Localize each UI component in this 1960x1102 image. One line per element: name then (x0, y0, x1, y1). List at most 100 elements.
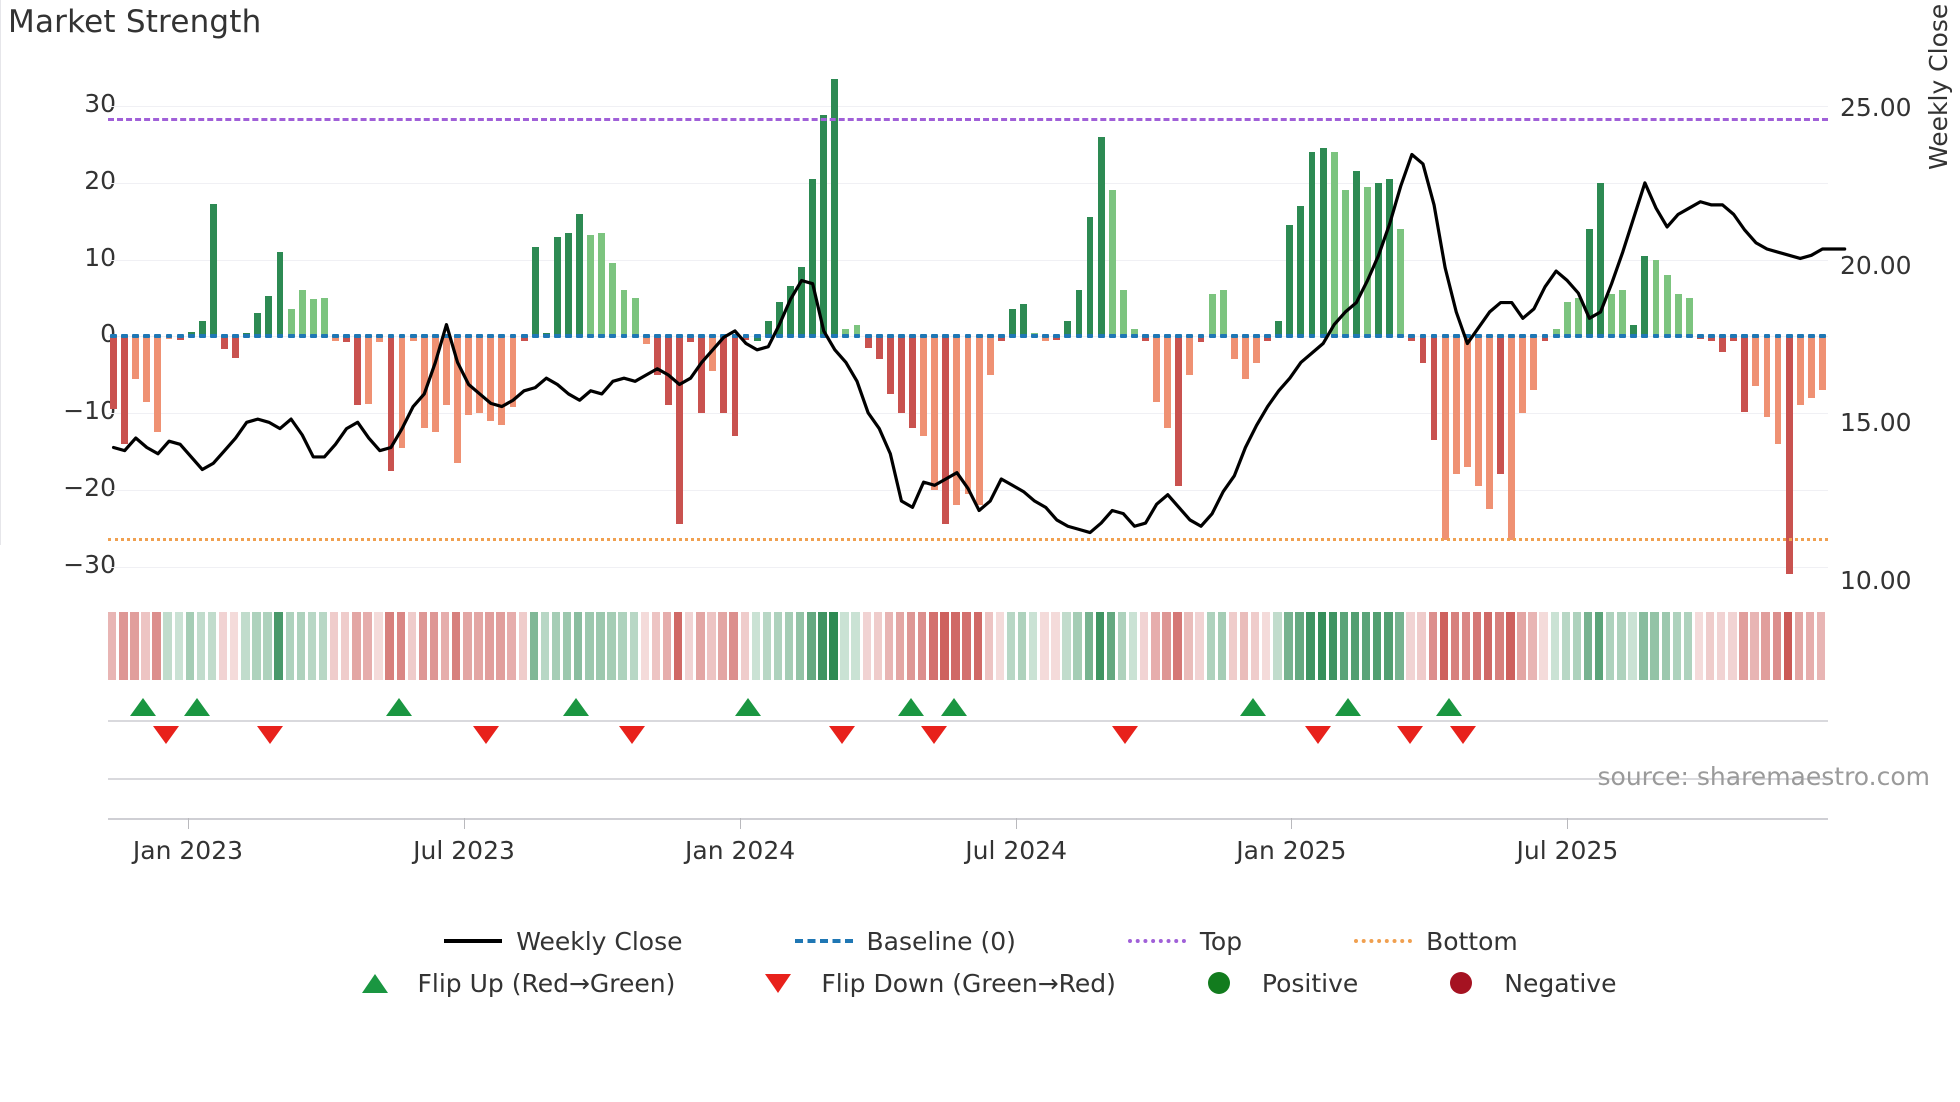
heatmap-cell (1173, 612, 1182, 680)
heatmap-cell (1583, 612, 1593, 680)
heatmap-cell (607, 612, 616, 680)
heatmap-cell (1029, 612, 1038, 680)
flip-up-marker[interactable] (130, 698, 157, 716)
flip-down-marker[interactable] (618, 726, 645, 744)
heatmap-cell (1672, 612, 1682, 680)
market-strength-bar (1796, 336, 1804, 406)
baseline-segment (332, 334, 339, 339)
heatmap-cell (1461, 612, 1471, 680)
legend-item[interactable]: Top (1126, 927, 1242, 956)
heatmap-cell (1783, 612, 1793, 680)
flip-up-marker[interactable] (941, 698, 968, 716)
legend-item[interactable]: Flip Down (Green→Red) (747, 969, 1116, 998)
market-strength-bar (1020, 304, 1027, 337)
market-strength-bar (209, 204, 217, 337)
market-strength-bar (753, 336, 761, 341)
market-strength-bar (431, 336, 439, 432)
baseline-segment (842, 334, 850, 339)
flip-down-marker[interactable] (1450, 726, 1477, 744)
flip-down-marker[interactable] (473, 726, 500, 744)
baseline-segment (132, 334, 140, 339)
baseline-segment (798, 334, 805, 339)
heatmap-cell (807, 612, 816, 680)
baseline-segment (1230, 334, 1238, 339)
baseline-segment (875, 334, 883, 339)
baseline-segment (1408, 334, 1416, 339)
baseline-segment (1375, 334, 1383, 339)
flip-up-marker[interactable] (1335, 698, 1362, 716)
left-axis-spine (0, 0, 1, 545)
baseline-segment (1708, 334, 1715, 339)
baseline-segment (1663, 334, 1671, 339)
market-strength-bar (897, 336, 905, 414)
flip-down-marker[interactable] (1305, 726, 1332, 744)
legend-item[interactable]: Negative (1430, 969, 1616, 998)
baseline-segment (520, 334, 528, 339)
heatmap-cell (1739, 612, 1748, 680)
market-strength-bar (1308, 152, 1316, 337)
heatmap-cell (185, 612, 195, 680)
flip-up-marker[interactable] (385, 698, 412, 716)
baseline-segment (398, 334, 406, 339)
heatmap-cell (1750, 612, 1759, 680)
baseline-segment (1275, 334, 1283, 339)
flip-up-marker[interactable] (562, 698, 589, 716)
baseline-segment (997, 334, 1005, 339)
right-tick-label: 20.00 (1840, 250, 1912, 280)
heatmap-cell (407, 612, 417, 680)
flip-up-marker[interactable] (734, 698, 761, 716)
market-strength-bar (409, 336, 417, 341)
heatmap-cell (1250, 612, 1260, 680)
left-tick-label: 10 (84, 242, 116, 272)
market-strength-bar (1730, 336, 1738, 341)
heatmap-cell (1317, 612, 1326, 680)
flip-up-marker[interactable] (1239, 698, 1266, 716)
market-strength-bar (687, 336, 695, 343)
heatmap-cell (1484, 612, 1493, 680)
legend-item[interactable]: Baseline (0) (793, 927, 1016, 956)
heatmap-cell (1228, 612, 1238, 680)
heatmap-cell (474, 612, 483, 680)
legend-item[interactable]: Flip Up (Red→Green) (344, 969, 675, 998)
flip-up-marker[interactable] (1435, 698, 1462, 716)
heatmap-cell (1594, 612, 1604, 680)
baseline-segment (1452, 334, 1460, 339)
market-strength-bar (254, 313, 262, 337)
legend-item[interactable]: Positive (1188, 969, 1358, 998)
baseline-segment (376, 334, 384, 339)
divider-rule-upper (108, 778, 1828, 780)
flip-up-marker[interactable] (898, 698, 925, 716)
heatmap-cell (1328, 612, 1338, 680)
market-strength-bar (132, 336, 140, 379)
flip-down-marker[interactable] (920, 726, 947, 744)
legend-item[interactable]: Bottom (1352, 927, 1518, 956)
flip-down-marker[interactable] (1111, 726, 1138, 744)
market-strength-bar (1386, 178, 1394, 337)
x-tick-label: Jan 2024 (685, 836, 796, 865)
market-strength-bar (1652, 259, 1660, 337)
heatmap-cell (1073, 612, 1082, 680)
baseline-segment (1807, 334, 1815, 339)
market-strength-bar (1053, 336, 1061, 341)
flip-down-marker[interactable] (153, 726, 180, 744)
baseline-segment (1541, 334, 1549, 339)
flip-down-marker[interactable] (829, 726, 856, 744)
market-strength-bar (1497, 336, 1505, 475)
flip-up-marker[interactable] (183, 698, 210, 716)
market-strength-bar (1441, 336, 1449, 540)
market-strength-bar (798, 267, 805, 337)
baseline-segment (687, 334, 695, 339)
heatmap-cell (884, 612, 894, 680)
heatmap-cell (585, 612, 594, 680)
baseline-segment (742, 334, 750, 339)
market-strength-bar (576, 213, 584, 337)
legend-item[interactable]: Weekly Close (442, 927, 683, 956)
baseline-segment (1253, 334, 1260, 339)
flip-down-marker[interactable] (1397, 726, 1424, 744)
heatmap-cell (1295, 612, 1304, 680)
baseline-segment (1741, 334, 1749, 339)
heatmap-cell (629, 612, 638, 680)
flip-down-marker[interactable] (256, 726, 283, 744)
heatmap-cell (252, 612, 261, 680)
heatmap-cell (1361, 612, 1371, 680)
